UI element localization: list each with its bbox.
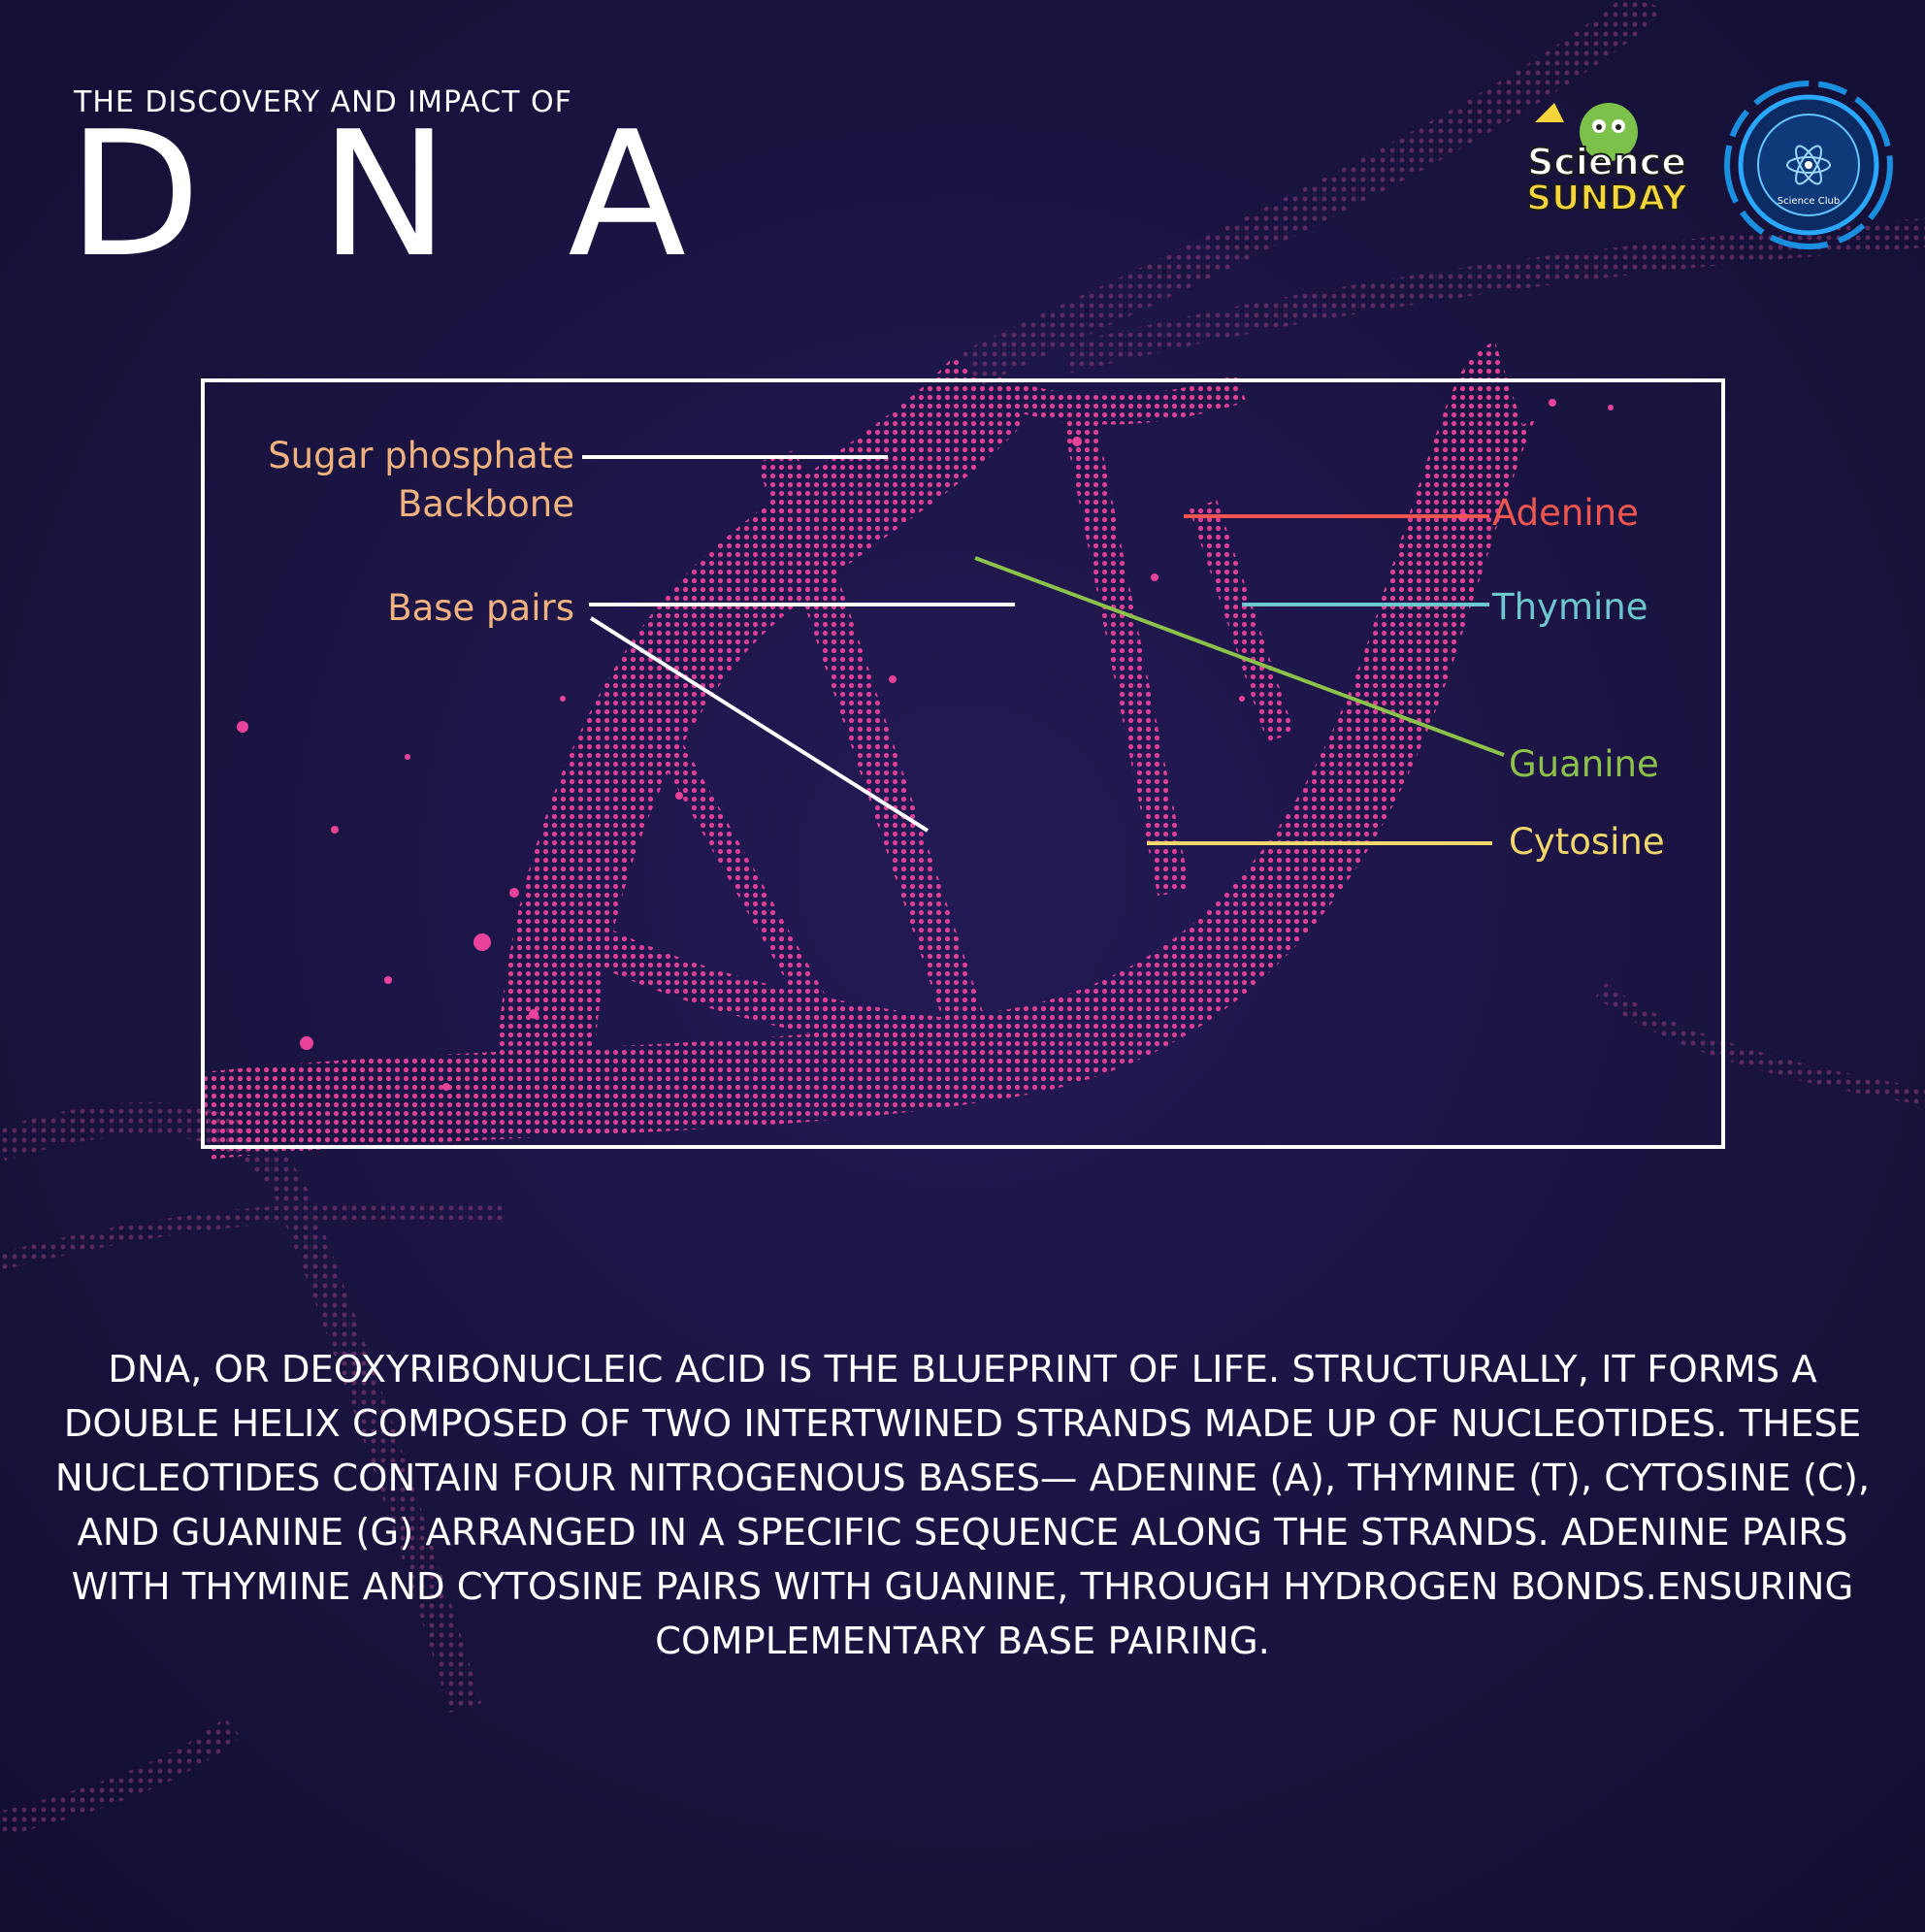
guanine-label: Guanine xyxy=(1509,743,1659,785)
science-sunday-logo: Science SUNDAY xyxy=(1516,93,1698,219)
header-subtitle: THE DISCOVERY AND IMPACT OF xyxy=(74,85,572,119)
leader-lines xyxy=(582,455,1505,845)
dna-description: DNA, or Deoxyribonucleic acid is the blu… xyxy=(54,1348,1871,1663)
main-helix xyxy=(201,342,1540,1160)
base-pairs-label: Base pairs xyxy=(387,587,574,629)
science-sunday-line2: SUNDAY xyxy=(1526,179,1688,218)
adenine-label: Adenine xyxy=(1492,492,1639,534)
cytosine-label: Cytosine xyxy=(1509,821,1665,863)
club-badge-text: Science Club xyxy=(1778,196,1840,207)
diagram-frame xyxy=(201,378,1725,1149)
science-club-badge: Science Club xyxy=(1723,80,1894,250)
page-title: D N A xyxy=(68,94,704,295)
thymine-label: Thymine xyxy=(1492,586,1648,628)
science-sunday-line1: Science xyxy=(1527,141,1686,183)
backbone-label-line2: Backbone xyxy=(397,483,574,525)
backbone-label-line1: Sugar phosphate xyxy=(268,435,574,476)
background-helix xyxy=(0,0,1925,1837)
